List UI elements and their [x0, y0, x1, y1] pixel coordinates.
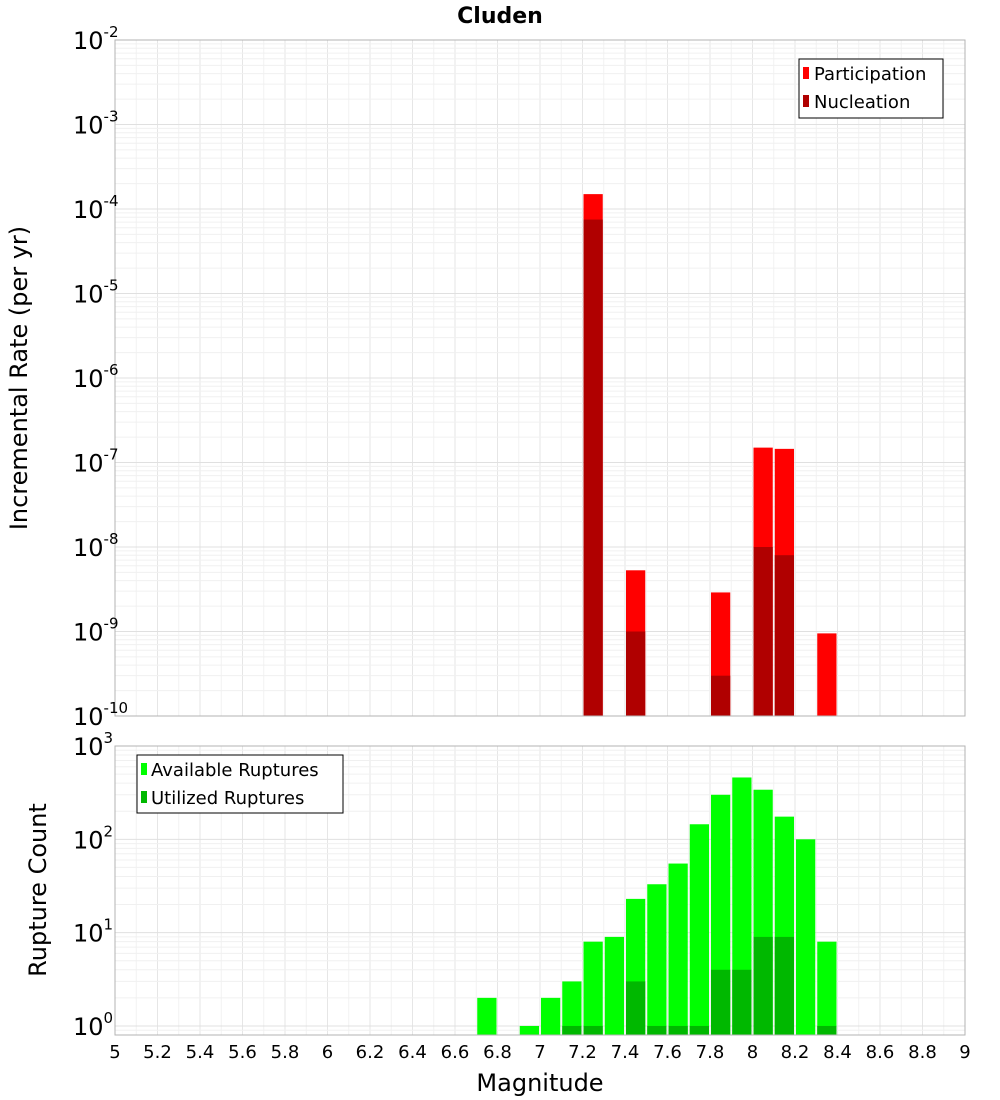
top-y-tick-label: 10-6 [73, 361, 119, 393]
x-tick-label: 5.2 [143, 1042, 172, 1063]
x-tick-label: 5 [109, 1042, 120, 1063]
bottom-plot-border [114, 745, 966, 1036]
legend-label-available-ruptures: Available Ruptures [151, 760, 319, 781]
top-y-tick-label: 10-3 [73, 108, 119, 140]
top-y-tick-labels: 10-2 10-3 10-4 10-5 10-6 10-7 10-8 10-9 10-10 [73, 23, 128, 731]
bottom-legend-box [136, 754, 344, 814]
x-tick-label: 8.2 [781, 1042, 810, 1063]
x-tick-label: 6.8 [483, 1042, 512, 1063]
x-tick-label: 7 [534, 1042, 545, 1063]
x-tick-label: 6.2 [356, 1042, 385, 1063]
bottom-bar-available-ruptures [817, 941, 837, 1035]
x-tick-label: 7.4 [611, 1042, 640, 1063]
bottom-bar-utilized-ruptures [774, 936, 794, 1035]
x-tick-label: 7.2 [568, 1042, 597, 1063]
bottom-y-tick-label: 100 [73, 1009, 113, 1041]
bottom-bar-available-ruptures [668, 863, 688, 1035]
x-tick-labels: 5 5.2 5.4 5.6 5.8 6 6.2 6.4 6.6 6.8 7 7.2 7.4 7.6 7.8 8… [109, 1042, 970, 1063]
bottom-bars [477, 777, 837, 1035]
top-bar-participation [817, 633, 837, 716]
top-bar-nucleation [774, 555, 794, 716]
bottom-bar-utilized-ruptures [626, 981, 646, 1035]
bottom-bar-available-ruptures [562, 981, 582, 1035]
bottom-bar-available-ruptures [647, 884, 667, 1035]
x-tick-label: 7.6 [653, 1042, 682, 1063]
bottom-bar-utilized-ruptures [647, 1025, 667, 1035]
bottom-panel: 103 102 101 100 Rupture Count Available Rup… [24, 729, 971, 1097]
top-y-tick-label: 10-5 [73, 277, 119, 309]
legend-label-participation: Participation [814, 64, 926, 85]
bottom-bar-utilized-ruptures [711, 969, 731, 1035]
top-y-tick-label: 10-2 [73, 23, 119, 55]
bottom-legend: Available Ruptures Utilized Ruptures [136, 754, 344, 814]
top-bars [583, 194, 837, 717]
bottom-bar-utilized-ruptures [732, 969, 752, 1035]
bottom-bar-utilized-ruptures [753, 936, 773, 1035]
top-y-tick-label: 10-9 [73, 615, 119, 647]
x-tick-label: 6 [322, 1042, 333, 1063]
bottom-bar-available-ruptures [604, 936, 624, 1035]
top-y-tick-label: 10-10 [73, 699, 128, 731]
bottom-y-axis-label: Rupture Count [24, 803, 52, 977]
x-tick-label: 5.6 [228, 1042, 257, 1063]
x-tick-label: 6.4 [398, 1042, 427, 1063]
top-bar-nucleation [626, 631, 646, 716]
x-tick-label: 8.6 [866, 1042, 895, 1063]
x-axis-label: Magnitude [476, 1069, 603, 1097]
x-tick-label: 7.8 [696, 1042, 725, 1063]
top-y-axis-label: Incremental Rate (per yr) [5, 226, 33, 530]
x-tick-label: 8.8 [908, 1042, 937, 1063]
legend-swatch-nucleation [803, 95, 809, 107]
x-tick-label: 8.4 [823, 1042, 852, 1063]
x-tick-label: 9 [959, 1042, 970, 1063]
bottom-bar-available-ruptures [477, 997, 497, 1035]
top-panel: 10-2 10-3 10-4 10-5 10-6 10-7 10-8 10-9 10-10 In… [5, 23, 966, 731]
bottom-bar-available-ruptures [541, 997, 561, 1035]
x-tick-label: 5.4 [186, 1042, 215, 1063]
top-plot-border [114, 39, 966, 717]
top-bar-nucleation [711, 675, 731, 716]
chart-title: Cluden [457, 4, 543, 29]
top-gridlines [114, 39, 966, 717]
x-tick-label: 6.6 [441, 1042, 470, 1063]
bottom-bar-available-ruptures [583, 941, 603, 1035]
bottom-bar-available-ruptures [519, 1025, 539, 1035]
bottom-y-tick-label: 102 [73, 822, 113, 854]
bottom-bar-available-ruptures [796, 839, 816, 1035]
bottom-bar-utilized-ruptures [583, 1025, 603, 1035]
bottom-bar-utilized-ruptures [668, 1025, 688, 1035]
x-tick-label: 5.8 [271, 1042, 300, 1063]
top-y-tick-label: 10-8 [73, 530, 119, 562]
bottom-bar-utilized-ruptures [562, 1025, 582, 1035]
bottom-bar-utilized-ruptures [817, 1025, 837, 1035]
legend-label-utilized-ruptures: Utilized Ruptures [151, 788, 304, 809]
top-legend: Participation Nucleation [798, 58, 944, 119]
top-y-tick-label: 10-4 [73, 192, 119, 224]
bottom-y-tick-labels: 103 102 101 100 [73, 729, 113, 1041]
bottom-bar-utilized-ruptures [689, 1025, 709, 1035]
legend-swatch-utilized-ruptures [141, 791, 147, 803]
top-y-tick-label: 10-7 [73, 446, 119, 478]
bottom-bar-available-ruptures [689, 824, 709, 1035]
legend-label-nucleation: Nucleation [814, 92, 910, 113]
legend-swatch-available-ruptures [141, 763, 147, 775]
x-tick-label: 8 [747, 1042, 758, 1063]
bottom-y-tick-label: 103 [73, 729, 113, 761]
legend-swatch-participation [803, 67, 809, 79]
bottom-y-tick-label: 101 [73, 916, 113, 948]
top-bar-nucleation [583, 219, 603, 717]
top-legend-box [798, 58, 944, 119]
top-bar-nucleation [753, 547, 773, 716]
